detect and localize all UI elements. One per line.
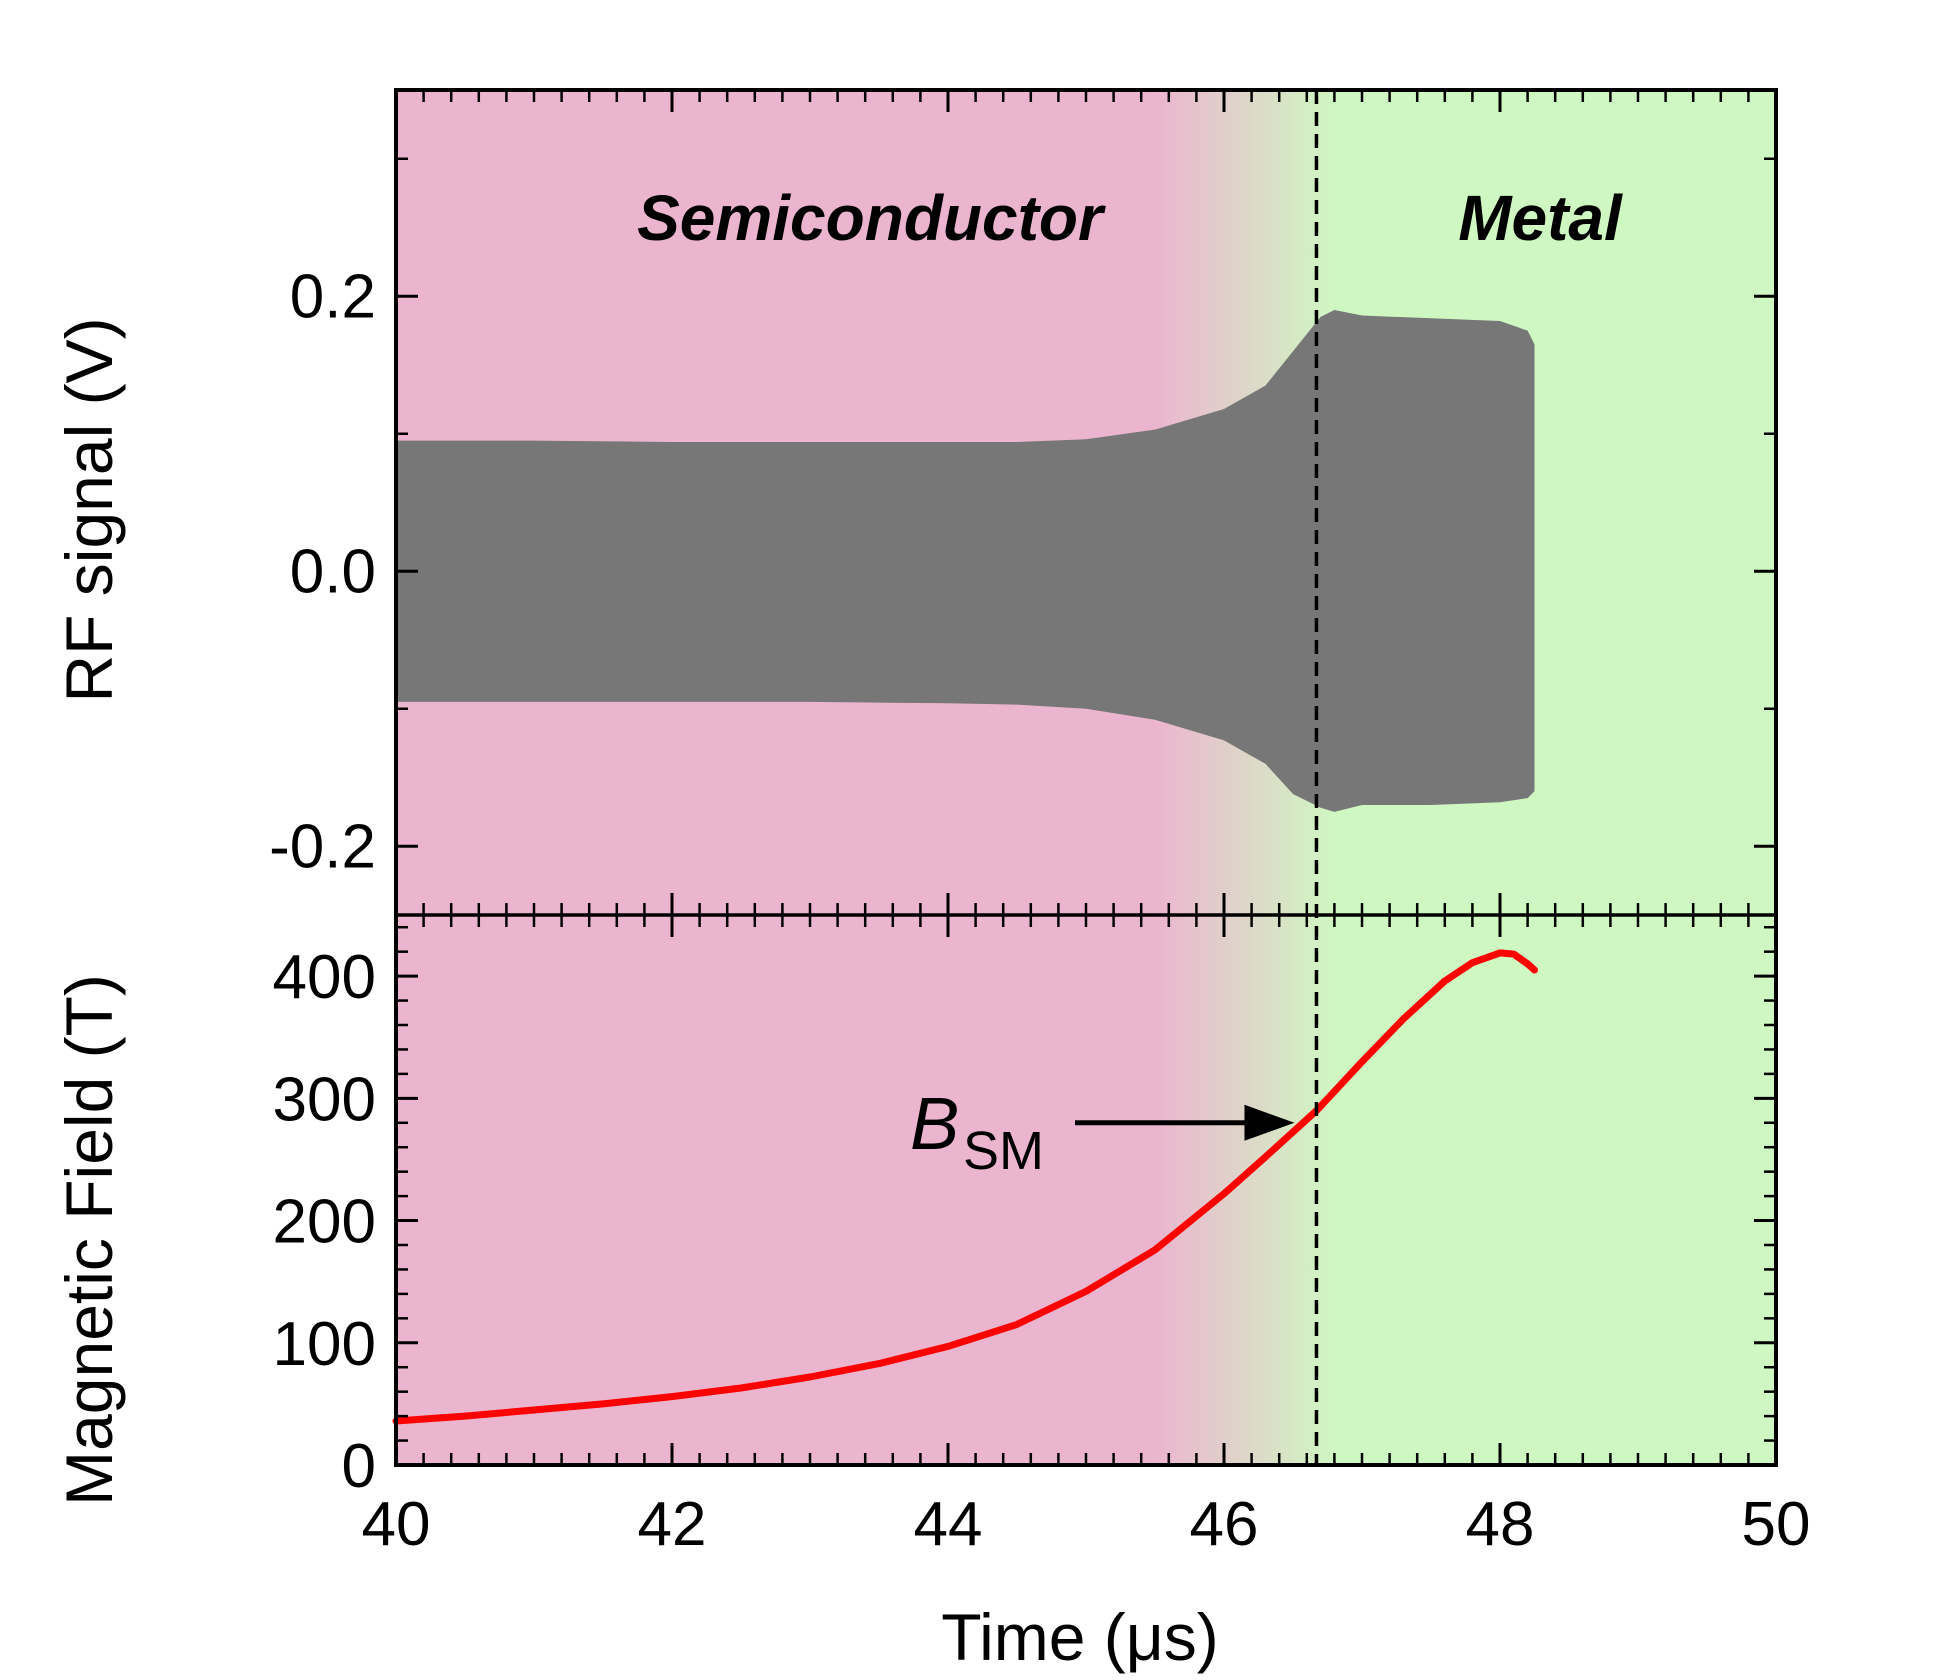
bsm-subscript: SM [963, 1121, 1044, 1181]
plot-background [396, 90, 1776, 1465]
y-axis-title-rf: RF signal (V) [52, 317, 126, 702]
field-y-tick-label: 400 [273, 943, 376, 1012]
x-tick-label: 44 [914, 1490, 983, 1559]
region-label-metal: Metal [1458, 182, 1623, 254]
bsm-arrow-head [1244, 1104, 1295, 1141]
field-y-tick-label: 100 [273, 1310, 376, 1379]
axis-ticks: 40 42 44 46 48 50 0.2 0.0 -0.2 0 100 200 300 400 [269, 90, 1810, 1559]
rf-y-tick-label: 0.2 [290, 262, 376, 331]
field-y-tick-label: 0 [342, 1432, 376, 1501]
field-y-tick-label: 200 [273, 1188, 376, 1257]
x-tick-label: 46 [1190, 1490, 1259, 1559]
region-label-semiconductor: Semiconductor [637, 182, 1106, 254]
rf-signal-envelope-0 [396, 310, 1535, 812]
bsm-annotation: B SM [910, 1082, 1295, 1181]
x-tick-label: 48 [1466, 1490, 1535, 1559]
rf-y-tick-label: -0.2 [269, 812, 376, 881]
magnetic-field-panel [392, 949, 1538, 1425]
rf-y-tick-label: 0.0 [290, 537, 376, 606]
x-tick-label: 50 [1742, 1490, 1811, 1559]
field-y-tick-label: 300 [273, 1065, 376, 1134]
x-axis-title: Time (μs) [941, 1600, 1219, 1674]
magnetic-field-line-0 [392, 949, 1538, 1425]
rf-signal-panel [396, 310, 1535, 812]
x-tick-label: 42 [638, 1490, 707, 1559]
bsm-label: B [910, 1082, 959, 1165]
x-tick-label: 40 [362, 1490, 431, 1559]
y-axis-title-field: Magnetic Field (T) [52, 974, 126, 1506]
